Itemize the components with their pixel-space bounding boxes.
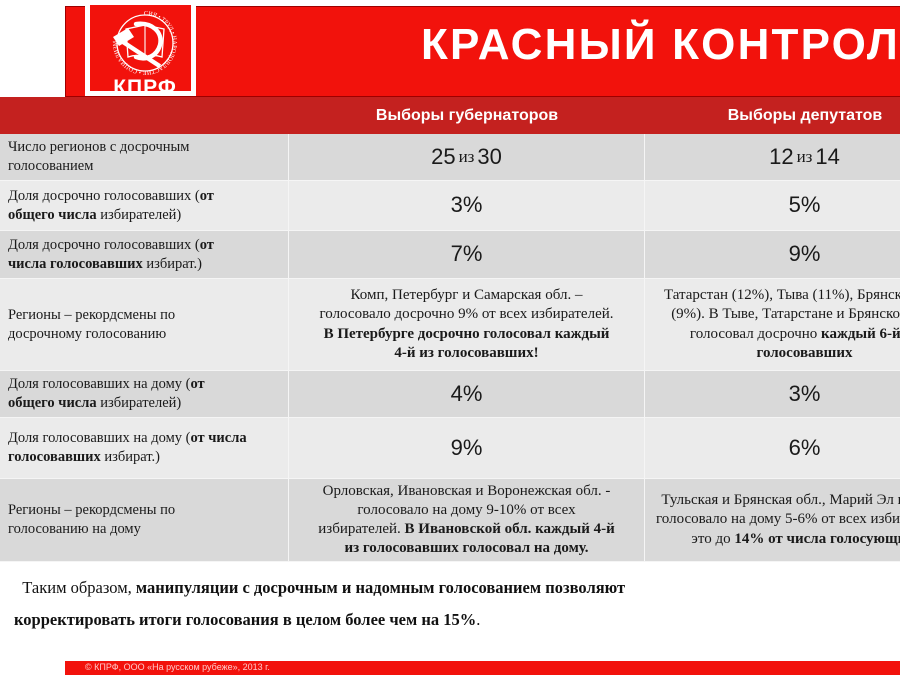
- svg-text:• РОССИЯ • ТРУД • НАРОДОВЛАСТИ: • РОССИЯ • ТРУД • НАРОДОВЛАСТИЕ • СОЦИАЛ…: [90, 5, 177, 75]
- svg-text:КПРФ: КПРФ: [113, 76, 177, 99]
